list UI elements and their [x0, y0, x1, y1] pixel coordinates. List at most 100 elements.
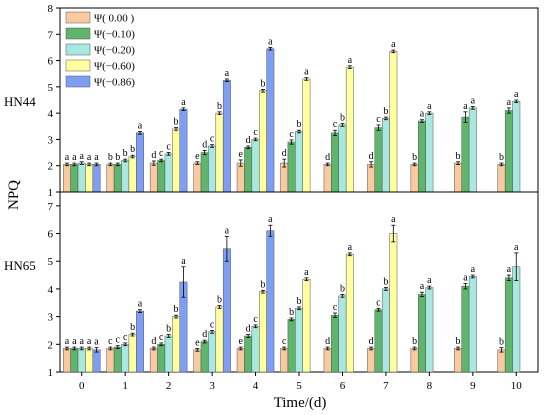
bar: [410, 348, 419, 373]
bar: [70, 164, 79, 193]
significance-letter: d: [202, 329, 207, 340]
significance-letter: b: [174, 117, 179, 128]
significance-letter: a: [304, 267, 309, 278]
y-tick-label: 8: [48, 3, 54, 15]
significance-letter: a: [65, 336, 70, 347]
bar: [323, 164, 332, 193]
bar: [215, 112, 224, 193]
bar: [497, 349, 506, 373]
significance-letter: c: [159, 148, 164, 159]
bar: [497, 164, 506, 193]
legend-swatch: [65, 11, 91, 24]
significance-letter: d: [151, 150, 156, 161]
bar: [222, 248, 231, 373]
significance-letter: a: [427, 101, 432, 112]
bar: [157, 344, 166, 373]
significance-letter: c: [159, 332, 164, 343]
bar: [266, 48, 275, 193]
bar: [113, 164, 122, 193]
x-tick-label: 4: [253, 380, 259, 392]
bar: [461, 116, 470, 193]
bar: [338, 124, 347, 193]
significance-letter: a: [507, 97, 512, 108]
x-axis-title: Time/(d): [274, 395, 327, 411]
significance-letter: c: [116, 335, 121, 346]
bar: [287, 141, 296, 193]
significance-letter: e: [239, 336, 244, 347]
significance-letter: b: [412, 336, 417, 347]
y-tick-label: 3: [48, 312, 54, 324]
bar: [164, 335, 173, 373]
bar: [222, 80, 231, 193]
significance-letter: b: [289, 307, 294, 318]
bar: [208, 331, 217, 373]
bar: [418, 294, 426, 373]
bar: [331, 314, 340, 373]
panel-label: HN65: [4, 258, 36, 273]
significance-letter: a: [65, 152, 70, 163]
bar: [236, 348, 245, 373]
significance-letter: b: [340, 113, 345, 124]
significance-letter: a: [87, 152, 92, 163]
bar: [323, 348, 332, 373]
significance-letter: c: [289, 129, 294, 140]
bar: [287, 319, 296, 373]
significance-letter: b: [456, 151, 461, 162]
bar: [200, 152, 209, 193]
significance-letter: c: [210, 319, 215, 330]
bar: [92, 349, 101, 373]
y-tick-label: 6: [48, 229, 54, 241]
significance-letter: a: [225, 225, 230, 236]
y-axis-title: NPQ: [6, 180, 22, 210]
significance-letter: a: [420, 109, 425, 120]
significance-letter: b: [166, 324, 171, 335]
significance-letter: b: [217, 101, 222, 112]
y-tick-label: 1: [48, 187, 54, 199]
x-tick-label: 5: [296, 380, 302, 392]
significance-letter: a: [94, 337, 99, 348]
legend-swatch: [65, 75, 91, 88]
bar: [295, 131, 303, 193]
y-tick-label: 3: [48, 134, 54, 146]
bar: [331, 132, 340, 193]
bar: [172, 316, 180, 373]
significance-letter: a: [463, 101, 468, 112]
significance-letter: a: [391, 39, 396, 50]
significance-letter: d: [325, 152, 330, 163]
y-tick-label: 4: [48, 108, 54, 120]
y-tick-label: 2: [48, 161, 54, 173]
y-tick-label: 4: [48, 284, 54, 296]
x-axis: 0 1 2 3 4 5 6 7 8 9 10: [79, 372, 522, 392]
bar: [468, 276, 477, 373]
significance-letter: b: [297, 296, 302, 307]
bar: [149, 162, 158, 193]
significance-letter: a: [80, 336, 85, 347]
significance-letter: b: [260, 78, 265, 89]
bar: [367, 348, 376, 373]
significance-letter: a: [348, 55, 353, 66]
bar: [381, 288, 390, 373]
significance-letter: a: [87, 336, 92, 347]
significance-letter: d: [151, 336, 156, 347]
bar: [504, 277, 513, 373]
bar: [251, 139, 260, 193]
significance-letter: b: [108, 152, 113, 163]
significance-letter: b: [412, 152, 417, 163]
bar: [128, 334, 137, 373]
x-tick-label: 2: [166, 380, 172, 392]
bar: [121, 344, 130, 373]
bar: [461, 285, 470, 373]
significance-letter: c: [166, 142, 171, 153]
legend-swatch: [65, 59, 91, 72]
significance-letter: a: [72, 336, 77, 347]
bar: [208, 145, 217, 193]
significance-letter: b: [130, 322, 135, 333]
significance-letter: a: [427, 275, 432, 286]
bar: [258, 90, 267, 193]
significance-letter: d: [202, 139, 207, 150]
significance-letter: b: [123, 148, 128, 159]
bar: [410, 164, 419, 193]
